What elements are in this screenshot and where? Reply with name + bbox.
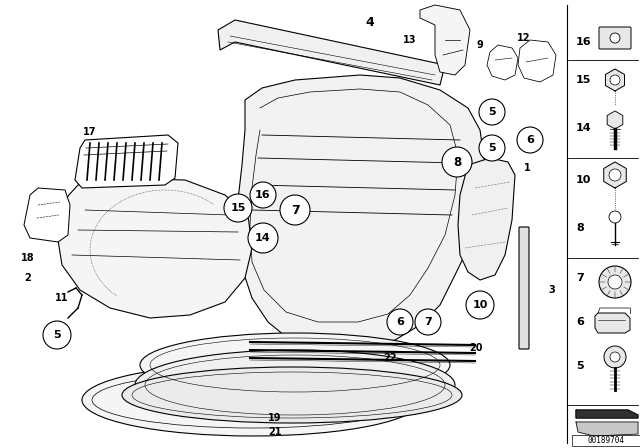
Polygon shape <box>604 162 627 188</box>
Text: 13: 13 <box>403 35 417 45</box>
Text: 12: 12 <box>517 33 531 43</box>
Text: 7: 7 <box>424 317 432 327</box>
Text: 16: 16 <box>255 190 271 200</box>
Circle shape <box>224 194 252 222</box>
Text: 5: 5 <box>488 107 496 117</box>
Polygon shape <box>487 45 518 80</box>
Circle shape <box>599 266 631 298</box>
Polygon shape <box>576 422 638 436</box>
Circle shape <box>466 291 494 319</box>
Polygon shape <box>420 5 470 75</box>
Circle shape <box>604 346 626 368</box>
Polygon shape <box>24 188 70 242</box>
Polygon shape <box>218 20 445 85</box>
Polygon shape <box>238 75 485 348</box>
Ellipse shape <box>82 364 422 436</box>
Polygon shape <box>576 410 638 418</box>
Text: 10: 10 <box>576 175 591 185</box>
Text: 6: 6 <box>576 317 584 327</box>
Circle shape <box>250 182 276 208</box>
FancyBboxPatch shape <box>519 227 529 349</box>
Circle shape <box>610 75 620 85</box>
Text: 18: 18 <box>21 253 35 263</box>
Text: 5: 5 <box>488 143 496 153</box>
Text: 5: 5 <box>576 361 584 371</box>
Circle shape <box>610 33 620 43</box>
Text: 17: 17 <box>83 127 97 137</box>
Polygon shape <box>518 40 556 82</box>
Text: 14: 14 <box>255 233 271 243</box>
Text: 20: 20 <box>469 343 483 353</box>
Polygon shape <box>458 158 515 280</box>
Text: 9: 9 <box>477 40 483 50</box>
Text: 8: 8 <box>576 223 584 233</box>
Circle shape <box>609 169 621 181</box>
Text: 4: 4 <box>365 16 374 29</box>
Circle shape <box>442 147 472 177</box>
Text: 1: 1 <box>524 163 531 173</box>
Circle shape <box>280 195 310 225</box>
Circle shape <box>415 309 441 335</box>
Circle shape <box>517 127 543 153</box>
Text: 8: 8 <box>453 155 461 168</box>
Text: 14: 14 <box>576 123 591 133</box>
Text: 11: 11 <box>55 293 68 303</box>
Text: 7: 7 <box>576 273 584 283</box>
Text: 22: 22 <box>383 353 397 363</box>
Polygon shape <box>58 178 252 318</box>
Text: 10: 10 <box>472 300 488 310</box>
Text: 19: 19 <box>268 413 282 423</box>
Circle shape <box>609 211 621 223</box>
Ellipse shape <box>135 350 455 420</box>
Text: 5: 5 <box>53 330 61 340</box>
Text: 15: 15 <box>576 75 591 85</box>
Circle shape <box>248 223 278 253</box>
Circle shape <box>479 135 505 161</box>
Text: 16: 16 <box>576 37 591 47</box>
Ellipse shape <box>122 367 462 423</box>
Circle shape <box>608 275 622 289</box>
FancyBboxPatch shape <box>599 27 631 49</box>
Text: 7: 7 <box>291 203 300 216</box>
Polygon shape <box>607 111 623 129</box>
Ellipse shape <box>140 333 450 397</box>
Text: 2: 2 <box>24 273 31 283</box>
Polygon shape <box>595 313 630 333</box>
Circle shape <box>479 99 505 125</box>
Text: 15: 15 <box>230 203 246 213</box>
Circle shape <box>610 352 620 362</box>
Text: 6: 6 <box>526 135 534 145</box>
Text: 00189704: 00189704 <box>588 436 625 445</box>
Polygon shape <box>75 135 178 188</box>
Circle shape <box>387 309 413 335</box>
Text: 21: 21 <box>268 427 282 437</box>
Polygon shape <box>605 69 625 91</box>
FancyBboxPatch shape <box>572 435 640 446</box>
Circle shape <box>43 321 71 349</box>
Text: 3: 3 <box>548 285 556 295</box>
Text: 6: 6 <box>396 317 404 327</box>
